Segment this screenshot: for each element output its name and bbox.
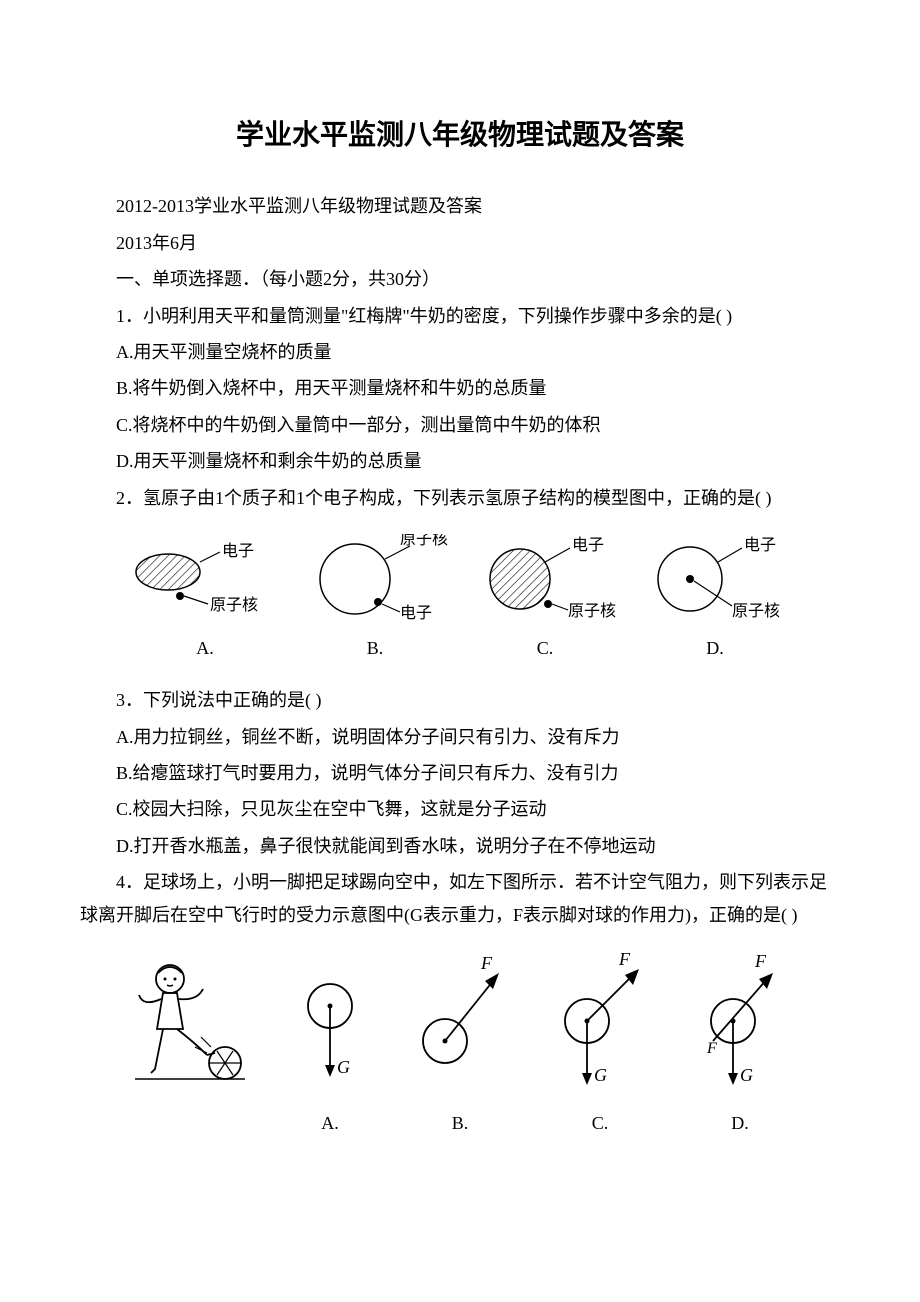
page-title: 学业水平监测八年级物理试题及答案 xyxy=(80,110,840,160)
q4-boy-figure xyxy=(125,951,255,1139)
q4-label-c: C. xyxy=(592,1107,609,1139)
q4-label-b: B. xyxy=(452,1107,469,1139)
q2-stem: 2．氢原子由1个质子和1个电子构成，下列表示氢原子结构的模型图中，正确的是( ) xyxy=(80,482,840,514)
q4-label-d: D. xyxy=(731,1107,749,1139)
q4a-g-label: G xyxy=(337,1057,350,1077)
q2-label-a: A. xyxy=(196,632,214,664)
q4-figure-row: G A. F B. F G C. xyxy=(110,951,810,1139)
q2-figure-row: 电子 原子核 A. 原子核 电子 B. 电子 xyxy=(120,534,800,664)
subtitle: 2012-2013学业水平监测八年级物理试题及答案 xyxy=(80,190,840,222)
q2-label-b: B. xyxy=(367,632,384,664)
q1-opt-d: D.用天平测量烧杯和剩余牛奶的总质量 xyxy=(80,445,840,477)
q4-fig-b: F B. xyxy=(405,951,515,1139)
q4c-f-label: F xyxy=(618,951,631,969)
q1-opt-b: B.将牛奶倒入烧杯中，用天平测量烧杯和牛奶的总质量 xyxy=(80,372,840,404)
q4-label-a: A. xyxy=(321,1107,339,1139)
q2-label-c: C. xyxy=(537,632,554,664)
q4d-g-label: G xyxy=(740,1065,753,1085)
q3-stem: 3．下列说法中正确的是( ) xyxy=(80,684,840,716)
q2b-nucleus-label: 原子核 xyxy=(400,534,448,548)
q2b-electron-label: 电子 xyxy=(400,604,432,622)
exam-date: 2013年6月 xyxy=(80,227,840,259)
q2c-nucleus-label: 原子核 xyxy=(568,602,616,620)
q4-fig-c: F G C. xyxy=(545,951,655,1139)
section-header: 一、单项选择题．（每小题2分，共30分） xyxy=(80,263,840,295)
q3-opt-b: B.给瘪篮球打气时要用力，说明气体分子间只有斥力、没有引力 xyxy=(80,757,840,789)
svg-text:F: F xyxy=(706,1040,717,1057)
q2-fig-c: 电子 原子核 C. xyxy=(470,534,620,664)
q4-fig-d: F F G D. xyxy=(685,951,795,1139)
q2a-electron-label: 电子 xyxy=(222,542,254,560)
q3-opt-c: C.校园大扫除，只见灰尘在空中飞舞，这就是分子运动 xyxy=(80,793,840,825)
q3-opt-a: A.用力拉铜丝，铜丝不断，说明固体分子间只有引力、没有斥力 xyxy=(80,721,840,753)
q2d-electron-label: 电子 xyxy=(744,536,776,554)
q3-opt-d: D.打开香水瓶盖，鼻子很快就能闻到香水味，说明分子在不停地运动 xyxy=(80,830,840,862)
q4-stem: 4．足球场上，小明一脚把足球踢向空中，如左下图所示．若不计空气阻力，则下列表示足… xyxy=(80,866,840,931)
q2d-nucleus-label: 原子核 xyxy=(732,602,780,620)
q2a-nucleus-label: 原子核 xyxy=(210,596,258,614)
q4b-f-label: F xyxy=(480,953,493,973)
q2-fig-b: 原子核 电子 B. xyxy=(300,534,450,664)
q4c-g-label: G xyxy=(594,1065,607,1085)
q4-fig-a: G A. xyxy=(285,951,375,1139)
q1-opt-c: C.将烧杯中的牛奶倒入量筒中一部分，测出量筒中牛奶的体积 xyxy=(80,409,840,441)
q1-opt-a: A.用天平测量空烧杯的质量 xyxy=(80,336,840,368)
q2-fig-a: 电子 原子核 A. xyxy=(130,534,280,664)
q2c-electron-label: 电子 xyxy=(572,536,604,554)
q4d-f-label: F xyxy=(754,951,767,971)
q2-label-d: D. xyxy=(706,632,724,664)
q2-fig-d: 电子 原子核 D. xyxy=(640,534,790,664)
q1-stem: 1．小明利用天平和量筒测量"红梅牌"牛奶的密度，下列操作步骤中多余的是( ) xyxy=(80,300,840,332)
